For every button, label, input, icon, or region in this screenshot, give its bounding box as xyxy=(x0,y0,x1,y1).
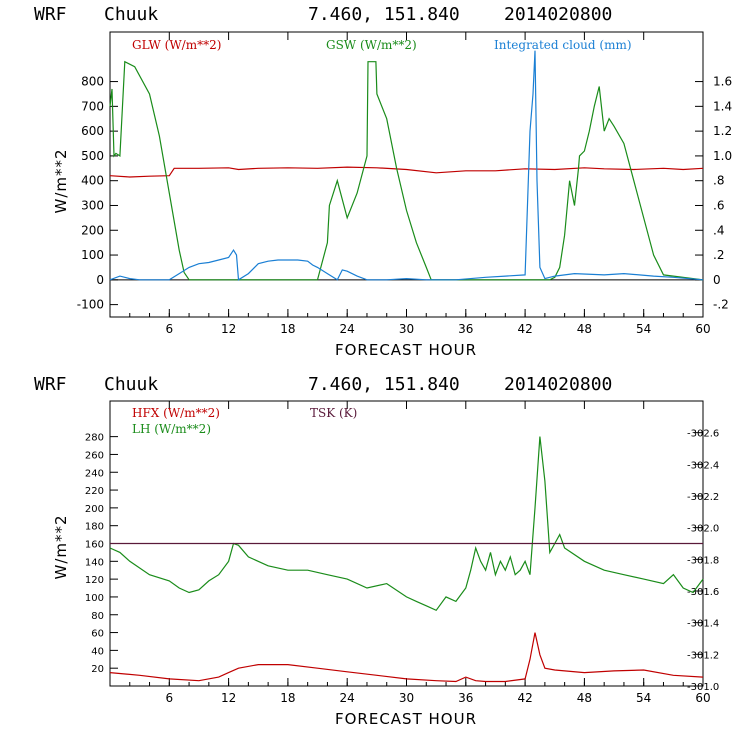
x-tick-label: 18 xyxy=(280,322,295,336)
y-tick-label: 700 xyxy=(81,99,104,113)
series-line-hfx xyxy=(109,632,704,683)
y-tick-label: 80 xyxy=(91,611,104,622)
y2-tick-label: .2 xyxy=(713,248,724,262)
x-tick-label: 36 xyxy=(458,322,473,336)
x-tick-label: 18 xyxy=(280,691,295,705)
chart2-y-label: W/m**2 xyxy=(52,514,70,579)
chart1-y-label: W/m**2 xyxy=(52,148,70,213)
y-tick-label: 40 xyxy=(91,646,104,657)
y2-tick-label: 0 xyxy=(713,273,721,287)
y-tick-label: 220 xyxy=(85,486,104,497)
y2-tick-label: -301.4 xyxy=(687,619,719,630)
chart1-station: Chuuk xyxy=(104,4,158,25)
y2-tick-label: -301.0 xyxy=(687,682,719,693)
x-tick-label: 42 xyxy=(517,322,532,336)
x-tick-label: 60 xyxy=(695,691,710,705)
y2-tick-label: 1.2 xyxy=(713,124,732,138)
y-tick-label: 240 xyxy=(85,468,104,479)
chart2-station: Chuuk xyxy=(104,374,158,395)
y-tick-label: 400 xyxy=(81,174,104,188)
x-tick-label: 6 xyxy=(165,691,173,705)
y2-tick-label: 1.0 xyxy=(713,149,732,163)
x-tick-label: 54 xyxy=(636,691,651,705)
y-tick-label: 140 xyxy=(85,557,104,568)
series-line-gsw xyxy=(109,60,704,281)
y2-tick-label: -302.2 xyxy=(687,492,719,503)
y-tick-label: 20 xyxy=(91,664,104,675)
x-tick-label: 24 xyxy=(340,322,355,336)
chart2-y-ticks: 20 40 60 80 100 120 140 160 180 200 220 240 260 280 xyxy=(85,433,118,675)
chart1-y2-ticks: -.2 0 .2 .4 .6 .8 1.0 1.2 1.4 1.6 xyxy=(695,75,732,312)
chart2-y2-ticks: -301.0 -301.2 -301.4 -301.6 -301.8 -302.0 -302… xyxy=(687,429,719,693)
x-tick-label: 30 xyxy=(399,322,414,336)
y-tick-label: 100 xyxy=(81,248,104,262)
chart2-x-ticks: 6 12 18 24 30 36 42 48 54 60 xyxy=(109,401,711,705)
x-tick-label: 6 xyxy=(165,322,173,336)
legend-lh: LH (W/m**2) xyxy=(132,422,211,436)
chart1-y-ticks: -100 0 100 200 300 400 500 600 700 800 xyxy=(77,75,118,312)
x-tick-label: 12 xyxy=(221,322,236,336)
y-tick-label: 100 xyxy=(85,593,104,604)
y2-tick-label: -.2 xyxy=(713,298,729,312)
legend-hfx: HFX (W/m**2) xyxy=(132,406,220,420)
series-line-lh xyxy=(109,436,704,612)
x-tick-label: 42 xyxy=(517,691,532,705)
x-tick-label: 12 xyxy=(221,691,236,705)
chart1-date: 2014020800 xyxy=(504,4,612,25)
y2-tick-label: 1.4 xyxy=(713,99,732,113)
y-tick-label: 120 xyxy=(85,575,104,586)
x-tick-label: 48 xyxy=(577,691,592,705)
y-tick-label: 800 xyxy=(81,75,104,89)
y-tick-label: 200 xyxy=(81,223,104,237)
y2-tick-label: .6 xyxy=(713,198,724,212)
chart2-header: WRF Chuuk 7.460, 151.840 2014020800 xyxy=(34,374,612,395)
y-tick-label: -100 xyxy=(77,298,104,312)
x-tick-label: 48 xyxy=(577,322,592,336)
chart2-model: WRF xyxy=(34,374,67,395)
chart2-x-label: FORECAST HOUR xyxy=(335,710,477,728)
y2-tick-label: 1.6 xyxy=(713,75,732,89)
y2-tick-label: -301.8 xyxy=(687,555,719,566)
chart2-date: 2014020800 xyxy=(504,374,612,395)
y-tick-label: 200 xyxy=(85,504,104,515)
legend-integrated-cloud: Integrated cloud (mm) xyxy=(494,38,632,52)
x-tick-label: 24 xyxy=(340,691,355,705)
y-tick-label: 60 xyxy=(91,629,104,640)
series-line-integrated xyxy=(109,50,704,281)
chart2-coords: 7.460, 151.840 xyxy=(308,374,460,395)
y2-tick-label: -302.0 xyxy=(687,524,719,535)
chart1-model: WRF xyxy=(34,4,67,25)
y-tick-label: 260 xyxy=(85,450,104,461)
chart1-legend: GLW (W/m**2) GSW (W/m**2) Integrated clo… xyxy=(132,38,632,52)
chart1-x-label: FORECAST HOUR xyxy=(335,341,477,359)
y-tick-label: 160 xyxy=(85,540,104,551)
chart2-series xyxy=(109,436,704,683)
y-tick-label: 0 xyxy=(96,273,104,287)
y-tick-label: 280 xyxy=(85,433,104,444)
y2-tick-label: .4 xyxy=(713,223,724,237)
chart1-series xyxy=(109,50,704,281)
legend-glw: GLW (W/m**2) xyxy=(132,38,221,52)
y2-tick-label: .8 xyxy=(713,174,724,188)
y2-tick-label: -301.2 xyxy=(687,650,719,661)
chart1-coords: 7.460, 151.840 xyxy=(308,4,460,25)
y2-tick-label: -302.6 xyxy=(687,429,719,440)
y-tick-label: 180 xyxy=(85,522,104,533)
chart1-header: WRF Chuuk 7.460, 151.840 2014020800 xyxy=(34,4,612,25)
x-tick-label: 36 xyxy=(458,691,473,705)
y2-tick-label: -301.6 xyxy=(687,587,719,598)
chart2-legend: HFX (W/m**2) LH (W/m**2) TSK (K) xyxy=(132,406,357,436)
y-tick-label: 300 xyxy=(81,198,104,212)
x-tick-label: 60 xyxy=(695,322,710,336)
x-tick-label: 30 xyxy=(399,691,414,705)
y2-tick-label: -302.4 xyxy=(687,460,719,471)
y-tick-label: 500 xyxy=(81,149,104,163)
y-tick-label: 600 xyxy=(81,124,104,138)
chart1-x-ticks: 6 12 18 24 30 36 42 48 54 60 xyxy=(109,32,711,336)
legend-tsk: TSK (K) xyxy=(310,406,357,420)
legend-gsw: GSW (W/m**2) xyxy=(326,38,417,52)
series-line-glw xyxy=(109,166,704,178)
x-tick-label: 54 xyxy=(636,322,651,336)
